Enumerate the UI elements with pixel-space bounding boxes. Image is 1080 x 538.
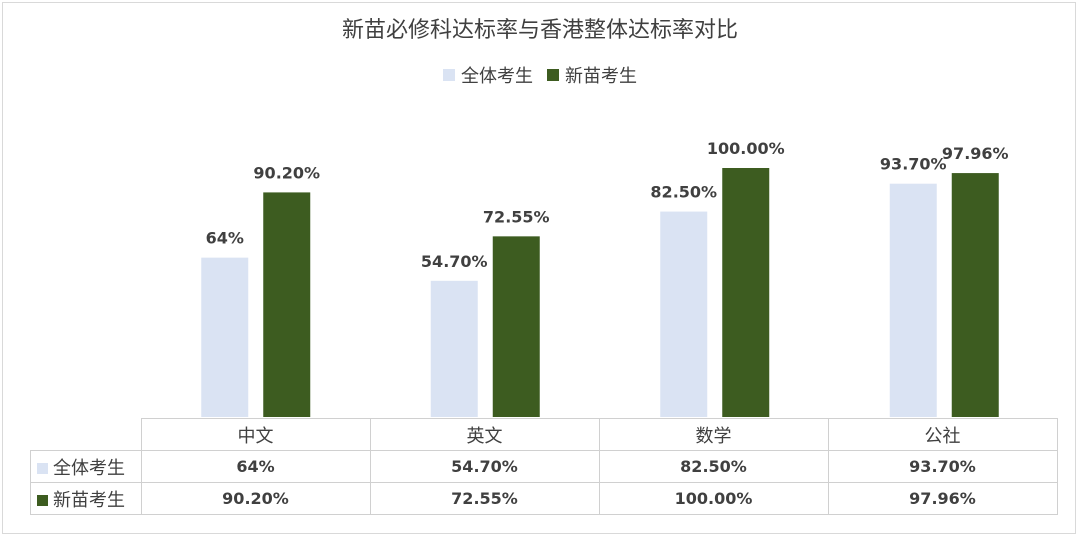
row-swatch-xinmiao — [37, 495, 48, 506]
table-cell: 54.70% — [369, 450, 600, 483]
table-cell: 90.20% — [140, 482, 371, 515]
data-label-xinmiao-math: 100.00% — [707, 139, 785, 158]
legend-label-all: 全体考生 — [461, 66, 533, 87]
bar-all-chinese — [201, 257, 249, 417]
legend-label-xinmiao: 新苗考生 — [565, 66, 637, 87]
legend-item-xinmiao: 新苗考生 — [547, 62, 637, 88]
legend-swatch-xinmiao — [547, 69, 559, 81]
data-label-all-english: 54.70% — [421, 252, 488, 271]
row-label-xinmiao: 新苗考生 — [53, 489, 125, 511]
bar-all-social — [889, 183, 937, 417]
bar-all-english — [430, 280, 478, 417]
data-label-all-social: 93.70% — [880, 155, 947, 174]
bar-xinmiao-math — [722, 168, 770, 417]
bar-all-math — [660, 211, 708, 417]
table-header-cell: 中文 — [140, 418, 371, 451]
row-swatch-all — [37, 463, 48, 474]
data-table: 中文 英文 数学 公社 全体考生 64% 54.70% 82.50% 93.70… — [30, 418, 1058, 515]
table-cell: 93.70% — [827, 450, 1058, 483]
data-label-all-chinese: 64% — [206, 229, 244, 248]
bar-xinmiao-chinese — [263, 192, 311, 417]
table-cell: 100.00% — [598, 482, 829, 515]
bar-xinmiao-social — [951, 173, 999, 417]
table-cell: 97.96% — [827, 482, 1058, 515]
table-row: 全体考生 64% 54.70% 82.50% 93.70% — [30, 450, 1058, 483]
data-label-xinmiao-social: 97.96% — [942, 144, 1009, 163]
table-cell: 64% — [140, 450, 371, 483]
table-header-cell: 英文 — [369, 418, 600, 451]
legend-item-all: 全体考生 — [443, 62, 533, 88]
row-label-all: 全体考生 — [53, 457, 125, 479]
chart-title: 新苗必修科达标率与香港整体达标率对比 — [341, 18, 738, 43]
legend: 全体考生 新苗考生 — [0, 62, 1080, 88]
table-header-cell: 数学 — [598, 418, 829, 451]
table-cell: 72.55% — [369, 482, 600, 515]
table-row: 新苗考生 90.20% 72.55% 100.00% 97.96% — [30, 482, 1058, 515]
table-row-head-all: 全体考生 — [30, 450, 142, 483]
data-label-xinmiao-english: 72.55% — [483, 207, 550, 226]
data-label-all-math: 82.50% — [650, 183, 717, 202]
table-cell: 82.50% — [598, 450, 829, 483]
table-row-head-xinmiao: 新苗考生 — [30, 482, 142, 515]
data-label-xinmiao-chinese: 90.20% — [253, 163, 320, 182]
table-header-cell: 公社 — [827, 418, 1058, 451]
table-corner — [30, 418, 142, 451]
bar-xinmiao-english — [492, 236, 540, 417]
table-header-row: 中文 英文 数学 公社 — [30, 418, 1058, 451]
legend-swatch-all — [443, 69, 455, 81]
